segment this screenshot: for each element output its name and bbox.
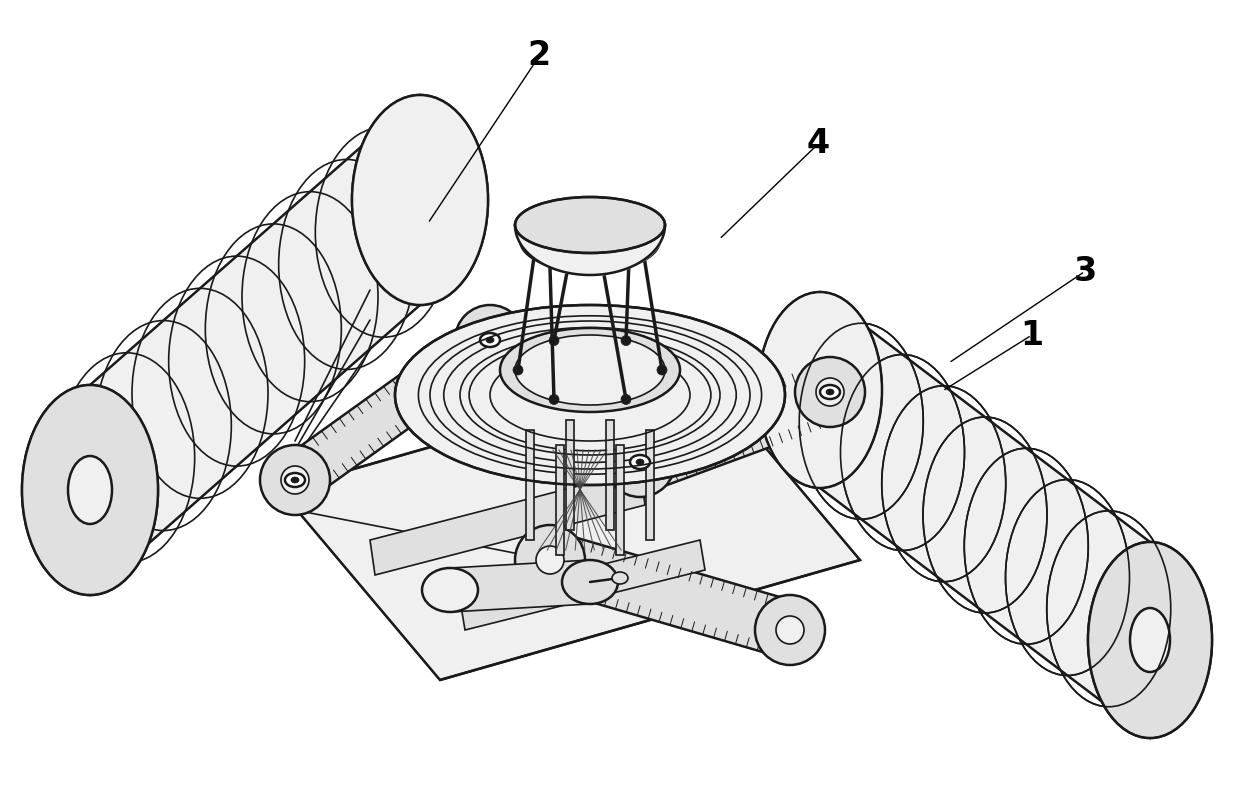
Polygon shape <box>551 530 790 660</box>
Polygon shape <box>640 360 830 495</box>
Polygon shape <box>526 430 534 540</box>
Ellipse shape <box>455 305 525 375</box>
Ellipse shape <box>621 335 631 346</box>
Ellipse shape <box>544 252 554 262</box>
Ellipse shape <box>549 335 559 346</box>
Ellipse shape <box>636 459 644 465</box>
Ellipse shape <box>515 525 585 595</box>
Ellipse shape <box>532 227 542 238</box>
Ellipse shape <box>476 326 503 354</box>
Ellipse shape <box>500 328 680 412</box>
Ellipse shape <box>795 357 866 427</box>
Ellipse shape <box>422 568 477 612</box>
Ellipse shape <box>396 305 785 485</box>
Polygon shape <box>646 430 653 540</box>
Ellipse shape <box>22 385 157 595</box>
Polygon shape <box>370 470 645 575</box>
Polygon shape <box>450 560 590 612</box>
Ellipse shape <box>605 427 675 497</box>
Ellipse shape <box>352 95 489 305</box>
Ellipse shape <box>621 394 631 405</box>
Ellipse shape <box>626 448 653 476</box>
Ellipse shape <box>637 243 647 252</box>
Ellipse shape <box>625 218 635 228</box>
Ellipse shape <box>520 208 660 272</box>
Ellipse shape <box>352 95 489 305</box>
Ellipse shape <box>758 292 882 488</box>
Polygon shape <box>606 420 614 530</box>
Text: 4: 4 <box>807 127 830 160</box>
Ellipse shape <box>598 259 608 270</box>
Ellipse shape <box>776 616 804 644</box>
Ellipse shape <box>291 477 299 483</box>
Polygon shape <box>460 540 706 630</box>
Ellipse shape <box>68 456 112 524</box>
Ellipse shape <box>260 445 330 515</box>
Text: 3: 3 <box>1074 255 1096 288</box>
Ellipse shape <box>515 197 665 253</box>
Polygon shape <box>91 95 420 595</box>
Ellipse shape <box>755 595 825 665</box>
Polygon shape <box>616 445 624 555</box>
Ellipse shape <box>486 337 494 343</box>
Ellipse shape <box>613 572 627 584</box>
Text: 2: 2 <box>528 39 551 73</box>
Ellipse shape <box>816 378 844 406</box>
Ellipse shape <box>1087 542 1211 738</box>
Ellipse shape <box>401 307 780 483</box>
Polygon shape <box>565 420 574 530</box>
Ellipse shape <box>562 560 618 604</box>
Polygon shape <box>556 445 564 555</box>
Ellipse shape <box>430 321 750 469</box>
Ellipse shape <box>826 389 835 395</box>
Ellipse shape <box>281 466 309 494</box>
Ellipse shape <box>630 455 650 469</box>
Ellipse shape <box>536 546 564 574</box>
Text: 1: 1 <box>1021 318 1043 352</box>
Ellipse shape <box>1130 608 1171 672</box>
Ellipse shape <box>285 473 305 487</box>
Ellipse shape <box>22 385 157 595</box>
Ellipse shape <box>480 333 500 347</box>
Ellipse shape <box>657 365 667 375</box>
Ellipse shape <box>529 213 650 267</box>
Polygon shape <box>820 292 1149 738</box>
Polygon shape <box>280 370 861 680</box>
Ellipse shape <box>820 385 839 399</box>
Ellipse shape <box>549 394 559 405</box>
Polygon shape <box>295 310 490 510</box>
Ellipse shape <box>573 211 583 220</box>
Ellipse shape <box>513 365 523 375</box>
Ellipse shape <box>515 335 665 405</box>
Ellipse shape <box>1087 542 1211 738</box>
